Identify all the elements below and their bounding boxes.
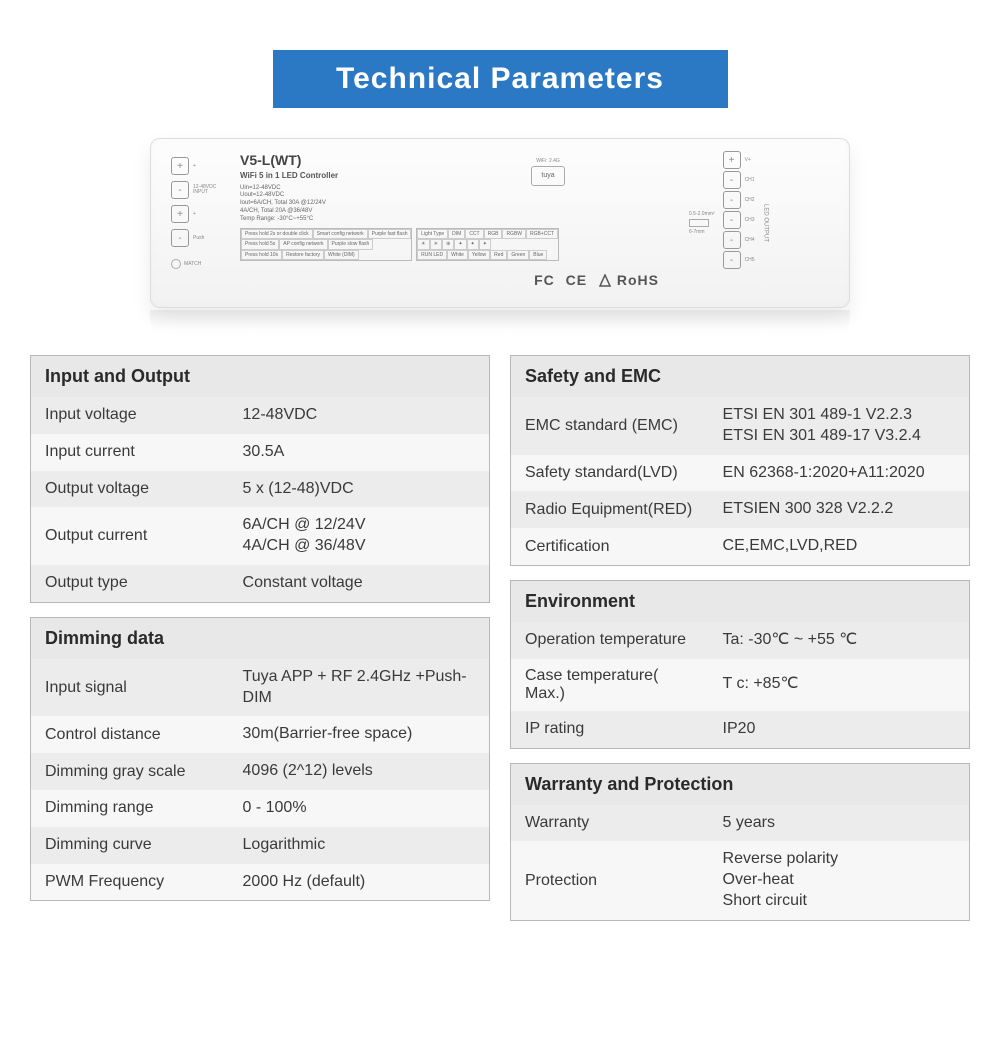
table-row: CertificationCE,EMC,LVD,RED: [511, 528, 969, 565]
section-body: Input signalTuya APP + RF 2.4GHz +Push-D…: [31, 659, 489, 901]
row-label: IP rating: [511, 711, 713, 748]
row-label: Output voltage: [31, 471, 233, 508]
table-row: Output voltage5 x (12-48)VDC: [31, 471, 489, 508]
table-row: Output typeConstant voltage: [31, 565, 489, 602]
section-dimming: Dimming data Input signalTuya APP + RF 2…: [30, 617, 490, 902]
left-column: Input and Output Input voltage12-48VDCIn…: [30, 355, 490, 935]
row-label: Output type: [31, 565, 233, 602]
model-number: V5-L(WT): [240, 151, 675, 169]
row-value: 5 years: [713, 805, 969, 842]
row-label: Dimming range: [31, 790, 233, 827]
table-row: Dimming range0 - 100%: [31, 790, 489, 827]
section-body: Input voltage12-48VDCInput current30.5AO…: [31, 397, 489, 602]
row-value: 12-48VDC: [233, 397, 489, 434]
row-value: IP20: [713, 711, 969, 748]
row-label: Control distance: [31, 716, 233, 753]
left-terminals: ++ -12-48VDCINPUT ++ -Push MATCH: [171, 151, 226, 295]
page-title: Technical Parameters: [273, 50, 728, 108]
table-row: IP ratingIP20: [511, 711, 969, 748]
row-value: 30m(Barrier-free space): [233, 716, 489, 753]
section-body: Warranty5 yearsProtectionReverse polarit…: [511, 805, 969, 920]
tuya-badge: tuya: [531, 166, 565, 186]
mode-table: Light TypeDIMCCTRGBRGBWRGB+CCT ☀☀⊕✦✦✦ RU…: [416, 228, 559, 262]
table-row: Radio Equipment(RED)ETSIEN 300 328 V2.2.…: [511, 491, 969, 528]
device-subtitle: WiFi 5 in 1 LED Controller: [240, 171, 675, 181]
config-table: Press hold 2s or double clickSmart confi…: [240, 228, 412, 262]
table-row: Warranty5 years: [511, 805, 969, 842]
row-label: Safety standard(LVD): [511, 455, 713, 492]
row-label: Protection: [511, 841, 713, 919]
right-column: Safety and EMC EMC standard (EMC)ETSI EN…: [510, 355, 970, 935]
row-label: Case temperature( Max.): [511, 659, 713, 711]
row-value: ETSIEN 300 328 V2.2.2: [713, 491, 969, 528]
section-warranty: Warranty and Protection Warranty5 yearsP…: [510, 763, 970, 921]
row-label: Input current: [31, 434, 233, 471]
row-value: 4096 (2^12) levels: [233, 753, 489, 790]
table-row: Safety standard(LVD)EN 62368-1:2020+A11:…: [511, 455, 969, 492]
wifi-label: WiFi: 2.4G: [531, 159, 565, 164]
table-row: ProtectionReverse polarity Over-heat Sho…: [511, 841, 969, 919]
device-label-panel: V5-L(WT) WiFi 5 in 1 LED Controller Uin=…: [240, 151, 675, 295]
row-value: EN 62368-1:2020+A11:2020: [713, 455, 969, 492]
section-header: Safety and EMC: [511, 356, 969, 397]
section-body: EMC standard (EMC)ETSI EN 301 489-1 V2.2…: [511, 397, 969, 565]
table-row: Output current6A/CH @ 12/24V 4A/CH @ 36/…: [31, 507, 489, 565]
row-value: 0 - 100%: [233, 790, 489, 827]
row-value: Tuya APP + RF 2.4GHz +Push-DIM: [233, 659, 489, 717]
row-value: Reverse polarity Over-heat Short circuit: [713, 841, 969, 919]
section-header: Dimming data: [31, 618, 489, 659]
row-label: Input signal: [31, 659, 233, 717]
table-row: Dimming gray scale4096 (2^12) levels: [31, 753, 489, 790]
row-label: Input voltage: [31, 397, 233, 434]
row-label: Dimming gray scale: [31, 753, 233, 790]
row-value: T c: +85℃: [713, 659, 969, 711]
certification-marks: FC CE RoHS: [534, 271, 659, 289]
table-row: Input voltage12-48VDC: [31, 397, 489, 434]
section-input-output: Input and Output Input voltage12-48VDCIn…: [30, 355, 490, 603]
row-label: Dimming curve: [31, 827, 233, 864]
row-label: EMC standard (EMC): [511, 397, 713, 455]
table-row: Control distance30m(Barrier-free space): [31, 716, 489, 753]
spec-tables: Input and Output Input voltage12-48VDCIn…: [30, 355, 970, 935]
recycle-icon: [598, 274, 612, 288]
row-value: ETSI EN 301 489-1 V2.2.3 ETSI EN 301 489…: [713, 397, 969, 455]
row-label: PWM Frequency: [31, 864, 233, 901]
table-row: PWM Frequency2000 Hz (default): [31, 864, 489, 901]
row-value: CE,EMC,LVD,RED: [713, 528, 969, 565]
row-value: 6A/CH @ 12/24V 4A/CH @ 36/48V: [233, 507, 489, 565]
row-value: 5 x (12-48)VDC: [233, 471, 489, 508]
table-row: Dimming curveLogarithmic: [31, 827, 489, 864]
row-label: Output current: [31, 507, 233, 565]
right-terminals: 0.5-2.0mm² 6-7mm +V+ -CH1 -CH2 -CH3 -CH4…: [689, 151, 829, 295]
output-label: LED OUTPUT: [763, 204, 769, 242]
match-label: MATCH: [184, 262, 201, 267]
row-value: 2000 Hz (default): [233, 864, 489, 901]
row-label: Warranty: [511, 805, 713, 842]
section-safety: Safety and EMC EMC standard (EMC)ETSI EN…: [510, 355, 970, 566]
table-row: EMC standard (EMC)ETSI EN 301 489-1 V2.2…: [511, 397, 969, 455]
table-row: Input current30.5A: [31, 434, 489, 471]
row-value: 30.5A: [233, 434, 489, 471]
section-header: Environment: [511, 581, 969, 622]
section-environment: Environment Operation temperatureTa: -30…: [510, 580, 970, 749]
row-value: Logarithmic: [233, 827, 489, 864]
device-specs: Uin=12-48VDC Uout=12-48VDC Iout=6A/CH, T…: [240, 185, 675, 224]
section-header: Warranty and Protection: [511, 764, 969, 805]
section-body: Operation temperatureTa: -30℃ ~ +55 ℃Cas…: [511, 622, 969, 748]
row-label: Radio Equipment(RED): [511, 491, 713, 528]
row-value: Ta: -30℃ ~ +55 ℃: [713, 622, 969, 659]
row-label: Certification: [511, 528, 713, 565]
table-row: Input signalTuya APP + RF 2.4GHz +Push-D…: [31, 659, 489, 717]
table-row: Operation temperatureTa: -30℃ ~ +55 ℃: [511, 622, 969, 659]
device-illustration: ++ -12-48VDCINPUT ++ -Push MATCH V5-L(WT…: [150, 138, 850, 308]
table-row: Case temperature( Max.)T c: +85℃: [511, 659, 969, 711]
section-header: Input and Output: [31, 356, 489, 397]
device-reflection: [150, 310, 850, 330]
row-value: Constant voltage: [233, 565, 489, 602]
row-label: Operation temperature: [511, 622, 713, 659]
